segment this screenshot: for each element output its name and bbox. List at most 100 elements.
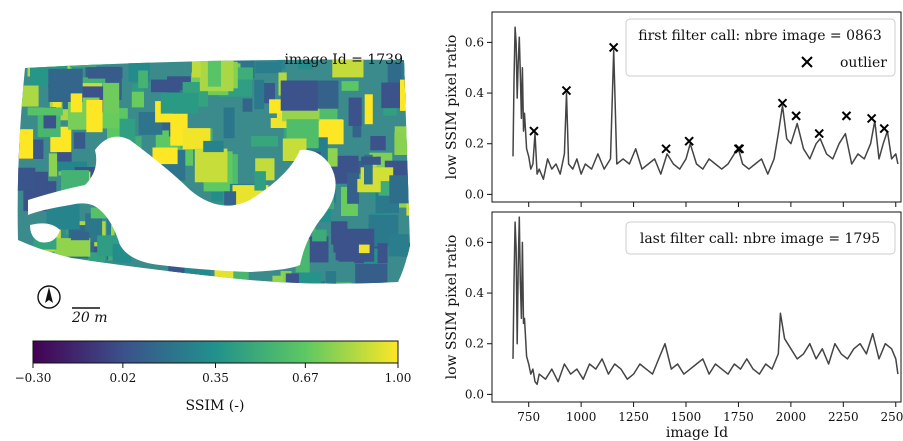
y-tick-label: 0.4: [465, 286, 484, 300]
ssim-map-tile: [148, 273, 168, 284]
ssim-map: image Id = 1739 20 m −0.30 0.02 0.35 0.67 1.…: [15, 52, 449, 414]
ssim-map-tile: [299, 272, 322, 284]
ssim-map-tile: [254, 79, 265, 110]
ssim-map-tile: [325, 282, 352, 284]
ssim-map-tile: [285, 273, 300, 284]
outlier-point: [529, 126, 539, 136]
ssim-map-tile: [132, 84, 144, 97]
outlier-point: [684, 136, 694, 146]
colorbar-tick-label: 0.02: [109, 371, 136, 385]
ssim-map-tile: [160, 92, 199, 114]
x-tick-label: 2250: [828, 410, 859, 424]
ssim-map-tile: [203, 180, 232, 192]
ssim-map-tile: [377, 243, 388, 264]
ssim-map-tile: [364, 154, 373, 185]
y-tick-label: 0.4: [465, 86, 484, 100]
colorbar-tick-label: 0.35: [202, 371, 229, 385]
ssim-map-tile: [408, 117, 411, 146]
plot-bottom-xlabel: image Id: [666, 425, 728, 441]
ssim-map-tile: [412, 155, 449, 178]
y-tick-label: 0.0: [465, 187, 484, 201]
ssim-map-void: [28, 136, 336, 272]
ssim-map-tile: [255, 61, 282, 74]
plot-bottom-ylabel: low SSIM pixel ratio: [444, 235, 460, 380]
x-tick-label: 2000: [776, 410, 807, 424]
ssim-map-tile: [352, 120, 362, 138]
outlier-point: [879, 123, 889, 134]
ssim-map-tile: [223, 107, 235, 139]
ssim-map-tile: [131, 91, 144, 108]
ssim-map-tile: [388, 234, 409, 257]
ssim-map-tile: [88, 67, 123, 79]
ssim-map-tile: [406, 201, 411, 216]
plot-bottom-legend: last filter call: nbre image = 1795: [625, 221, 896, 255]
outlier-point: [661, 144, 671, 154]
ssim-map-tile: [224, 283, 241, 284]
ssim-map-tile: [138, 70, 148, 89]
legend-outlier-marker-icon: [801, 56, 813, 68]
colorbar: −0.30 0.02 0.35 0.67 1.00 SSIM (-): [15, 340, 411, 414]
ssim-map-tile: [364, 94, 373, 125]
ssim-map-tile: [191, 59, 201, 78]
plot-top-yticks: 0.0 0.2 0.4 0.6: [465, 35, 492, 201]
ssim-map-tile: [134, 278, 161, 284]
ssim-map-tile: [406, 59, 411, 81]
outlier-point: [841, 111, 852, 121]
series-line: [512, 216, 899, 386]
outlier-point: [866, 113, 877, 124]
ssim-map-tile: [70, 93, 83, 113]
x-tick-label: 1500: [671, 410, 702, 424]
ssim-map-tile: [103, 82, 120, 117]
ssim-map-void-small: [30, 223, 60, 243]
ssim-map-tile: [297, 59, 314, 70]
ssim-map-tile: [355, 263, 388, 284]
ssim-map-tile: [48, 153, 58, 177]
ssim-map-raster: [17, 58, 449, 307]
outlier-point: [561, 85, 572, 96]
map-image-id-annotation: image Id = 1739: [284, 52, 403, 68]
ssim-map-tile: [332, 59, 364, 78]
outlier-point: [814, 128, 824, 139]
ssim-map-tile: [325, 271, 337, 284]
colorbar-label: SSIM (-): [186, 398, 245, 414]
ssim-map-tile: [411, 162, 445, 185]
ssim-map-tile: [410, 230, 411, 257]
ssim-map-tile: [251, 136, 278, 147]
ssim-map-tile: [370, 136, 386, 151]
ssim-map-tile: [219, 287, 228, 307]
outlier-point: [777, 98, 788, 108]
plot-top-legend-title: first filter call: nbre image = 0863: [638, 28, 881, 44]
outlier-point: [791, 111, 801, 121]
ssim-map-tile: [400, 79, 411, 111]
ssim-map-tile: [411, 210, 424, 236]
scale-bar-label: 20 m: [71, 310, 108, 326]
ssim-map-tile: [394, 132, 411, 155]
north-arrow-icon: [37, 285, 61, 309]
ssim-map-tile: [54, 238, 91, 257]
ssim-map-tile: [98, 112, 120, 129]
ssim-map-tile: [333, 227, 343, 253]
ssim-map-tile: [347, 172, 360, 204]
series-line: [512, 26, 899, 180]
plot-top-frame: [491, 11, 902, 203]
ssim-map-tile: [358, 244, 370, 254]
plot-top-xticks: [528, 202, 897, 207]
x-tick-label: 1250: [618, 410, 649, 424]
plot-bottom-series: [512, 216, 899, 386]
ssim-map-tile: [357, 179, 381, 193]
ssim-map-tile: [211, 186, 223, 202]
ssim-map-tile: [312, 229, 327, 242]
ssim-map-tiles: [17, 58, 449, 307]
plot-top: 0.0 0.2 0.4 0.6 low SSIM pixel ratio first …: [444, 11, 902, 207]
y-tick-label: 0.6: [465, 235, 484, 249]
ssim-map-tile: [414, 58, 423, 72]
x-tick-label: 1750: [723, 410, 754, 424]
x-tick-label: 1000: [566, 410, 597, 424]
y-tick-label: 0.2: [465, 337, 484, 351]
ssim-map-tile: [17, 129, 34, 159]
outlier-point: [608, 42, 619, 53]
ssim-map-tile: [142, 270, 157, 284]
ssim-map-tile: [348, 97, 362, 126]
ssim-map-tile: [280, 80, 318, 111]
ssim-map-tile: [56, 161, 87, 172]
